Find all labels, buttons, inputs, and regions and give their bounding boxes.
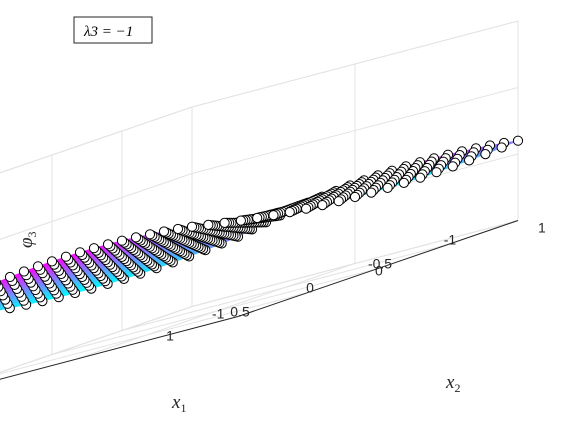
x1-tick-label: 0.5 — [230, 304, 250, 320]
data-marker — [172, 223, 184, 235]
annotation-box: λ3 = −1 — [73, 16, 153, 44]
data-marker — [447, 161, 458, 172]
data-marker — [333, 196, 344, 207]
data-marker — [431, 167, 442, 178]
axes-grid — [0, 20, 519, 380]
data-marker — [398, 177, 409, 188]
data-marker — [4, 271, 16, 283]
z-gridline — [0, 153, 519, 307]
data-marker — [219, 217, 230, 228]
data-marker — [130, 232, 142, 243]
x1-tick-label: 1 — [166, 328, 174, 344]
data-marker — [60, 251, 72, 262]
data-marker — [415, 172, 426, 183]
x1-axis-label: x1 — [171, 392, 186, 415]
data-marker — [0, 279, 2, 286]
data-marker — [496, 142, 507, 153]
z-gridline — [0, 20, 519, 174]
phi3-axis-label: φ3 — [16, 231, 39, 248]
x2-floor-gridline — [0, 306, 193, 373]
data-marker — [102, 239, 114, 250]
x2-floor-gridline — [74, 263, 356, 360]
x1-floor-gridline — [0, 316, 239, 380]
x2-tick-label: 1 — [538, 220, 546, 236]
data-marker — [18, 266, 30, 277]
data-marker — [158, 226, 170, 237]
data-marker — [480, 149, 491, 160]
x2-tick-label: -1 — [212, 306, 225, 322]
x2-axis-label: x2 — [445, 372, 460, 395]
data-marker — [512, 135, 524, 146]
annotation-text: λ3 = −1 — [83, 24, 133, 40]
data-marker — [235, 215, 246, 226]
data-marker — [349, 191, 361, 203]
x1-axis-line — [0, 316, 239, 380]
data-marker — [252, 212, 263, 224]
x2-axis-line — [237, 220, 519, 317]
x2-tick-label: 0 — [375, 263, 383, 279]
data-marker — [268, 210, 279, 221]
data-marker — [301, 203, 312, 214]
data-marker — [464, 155, 475, 166]
data-marker — [366, 187, 377, 198]
data-marker — [74, 247, 86, 258]
data-marker — [88, 243, 100, 254]
data-marker — [144, 229, 156, 240]
z-gridline — [0, 87, 519, 240]
data-marker — [186, 221, 198, 232]
data-marker — [382, 182, 393, 193]
data-marker — [0, 282, 4, 292]
x1-tick-label: 0 — [306, 280, 314, 296]
data-marker — [203, 219, 214, 230]
data-marker — [317, 200, 328, 211]
data-markers — [0, 135, 524, 314]
x1-tick-label: -0.5 — [368, 256, 392, 272]
data-marker — [46, 256, 58, 267]
data-marker — [284, 207, 295, 218]
x1-floor-gridline — [0, 292, 309, 375]
data-marker — [116, 235, 128, 246]
data-marker — [32, 261, 44, 272]
tick-labels: -5051010.50-0.5-1-101 — [166, 220, 546, 344]
x1-tick-label: -1 — [444, 232, 457, 248]
